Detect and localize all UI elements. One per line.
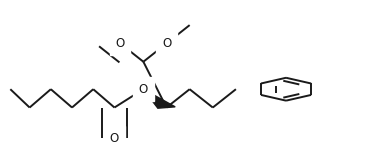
- Text: O: O: [110, 132, 119, 145]
- Polygon shape: [143, 89, 175, 108]
- Text: O: O: [116, 37, 125, 50]
- Text: O: O: [139, 83, 148, 96]
- Text: O: O: [162, 37, 171, 50]
